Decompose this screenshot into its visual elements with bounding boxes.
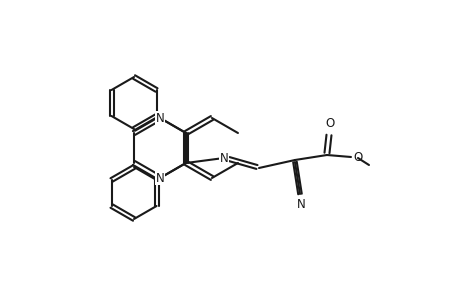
Text: N: N	[219, 152, 228, 164]
Text: N: N	[155, 112, 164, 124]
Text: O: O	[353, 151, 362, 164]
Text: N: N	[296, 197, 305, 211]
Text: O: O	[325, 116, 334, 130]
Text: N: N	[155, 172, 164, 184]
